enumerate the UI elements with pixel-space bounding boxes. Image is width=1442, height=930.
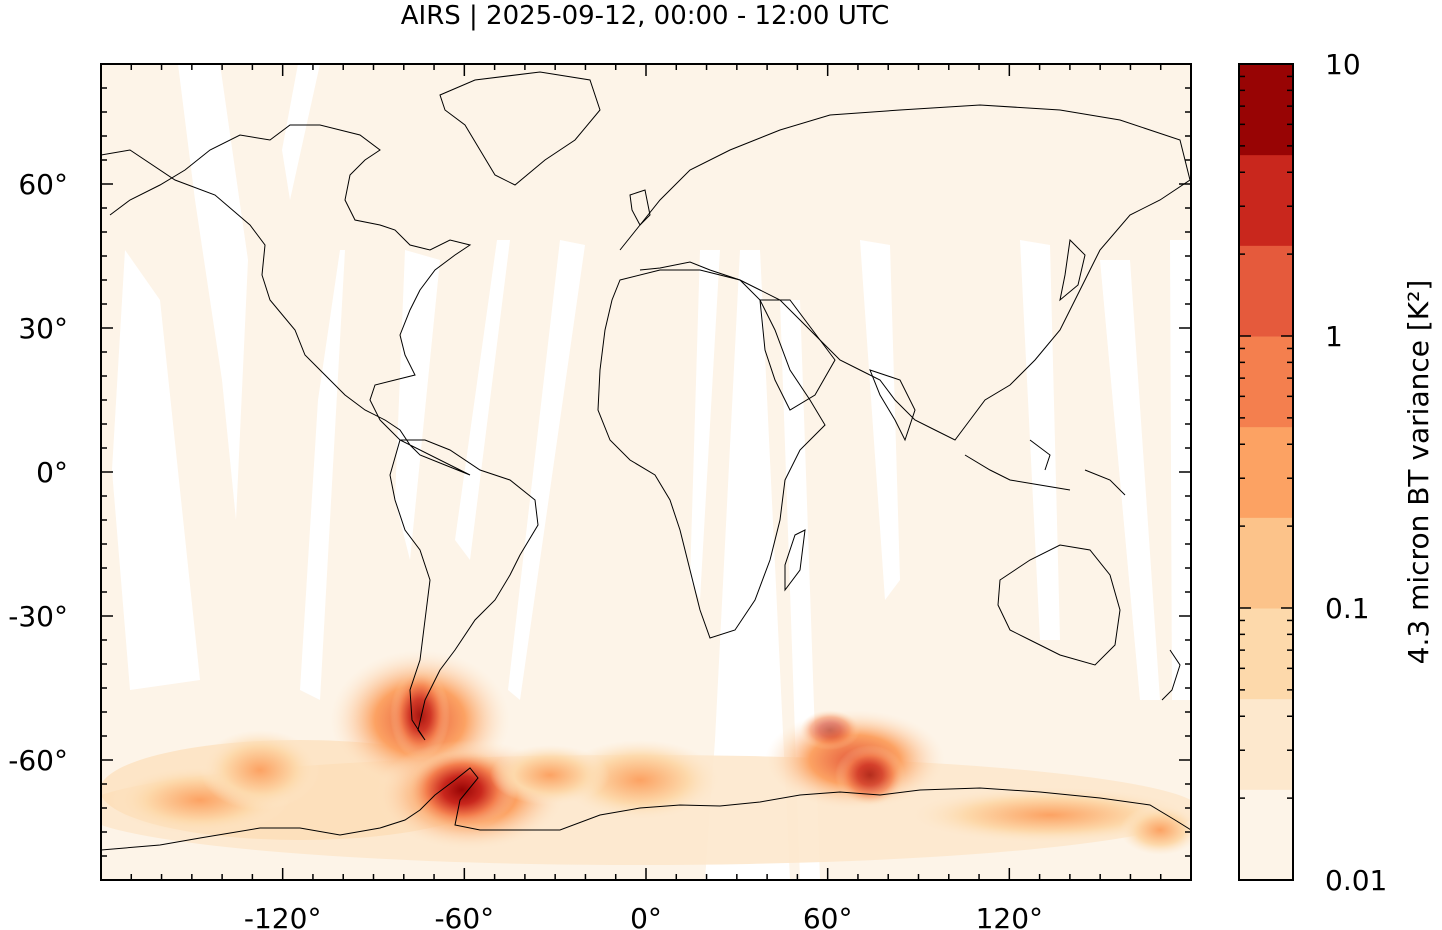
colorbar-tick-label: 0.1 xyxy=(1325,592,1370,625)
arabia-coast xyxy=(759,299,836,411)
y-tick-label: 30° xyxy=(18,312,68,345)
colorbar-segment xyxy=(1239,64,1293,156)
y-tick-label: 0° xyxy=(36,456,68,489)
variance-field xyxy=(101,650,1191,865)
x-tick-label: 0° xyxy=(630,902,662,930)
y-tick-label: -60° xyxy=(8,744,68,777)
map-title: AIRS | 2025-09-12, 00:00 - 12:00 UTC xyxy=(401,1,890,31)
colorbar-segment xyxy=(1239,608,1293,700)
colorbar-segment xyxy=(1239,789,1293,881)
coastlines xyxy=(101,71,1191,851)
colorbar-tick-label: 0.01 xyxy=(1325,864,1387,897)
japan-coast xyxy=(1059,238,1086,302)
colorbar-tick-labels: 10 1 0.1 0.01 xyxy=(1325,48,1387,897)
indonesia-coast xyxy=(964,439,1126,496)
colorbar-frame xyxy=(1238,63,1294,881)
colorbar-segment xyxy=(1239,245,1293,337)
eurasia-coast xyxy=(619,104,1191,441)
south-america-coast xyxy=(389,439,539,741)
colorbar xyxy=(1238,63,1294,881)
map-ticks: -120° -60° 0° 60° 120° 60° 30° 0° -30° -60° xyxy=(8,64,1191,930)
australia-coast xyxy=(997,544,1121,666)
greenland-coast xyxy=(439,71,601,186)
map-panel xyxy=(101,64,1191,880)
x-tick-label: -120° xyxy=(244,902,322,930)
new-zealand-coast xyxy=(1161,649,1181,701)
x-tick-label: -60° xyxy=(434,902,494,930)
colorbar-segment xyxy=(1239,698,1293,790)
colorbar-tick-label: 10 xyxy=(1325,48,1361,81)
colorbar-tick-label: 1 xyxy=(1325,320,1343,353)
uk-coast xyxy=(629,189,651,226)
colorbar-segment xyxy=(1239,336,1293,428)
colorbar-segment xyxy=(1239,426,1293,518)
colorbar-segment xyxy=(1239,517,1293,609)
india-coast xyxy=(869,369,916,442)
colorbar-label: 4.3 micron BT variance [K²] xyxy=(1402,280,1435,665)
colorbar-segment xyxy=(1239,154,1293,246)
x-tick-label: 60° xyxy=(803,902,853,930)
africa-coast xyxy=(597,269,826,639)
madagascar-coast xyxy=(784,529,806,592)
antarctica-coast xyxy=(101,767,1191,851)
x-tick-label: 120° xyxy=(976,902,1043,930)
y-tick-label: -30° xyxy=(8,600,68,633)
y-tick-label: 60° xyxy=(18,168,68,201)
swath-gaps xyxy=(112,64,1190,880)
north-america-coast xyxy=(101,124,472,476)
